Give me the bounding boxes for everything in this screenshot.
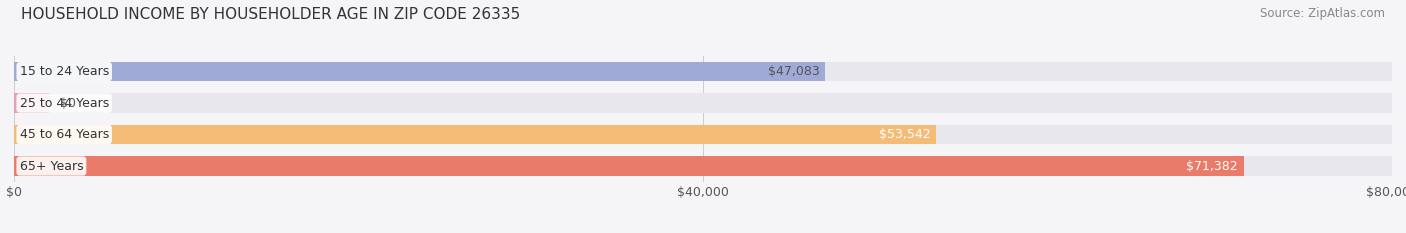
Text: Source: ZipAtlas.com: Source: ZipAtlas.com <box>1260 7 1385 20</box>
Text: $53,542: $53,542 <box>879 128 931 141</box>
Text: 45 to 64 Years: 45 to 64 Years <box>20 128 108 141</box>
Text: HOUSEHOLD INCOME BY HOUSEHOLDER AGE IN ZIP CODE 26335: HOUSEHOLD INCOME BY HOUSEHOLDER AGE IN Z… <box>21 7 520 22</box>
Text: $47,083: $47,083 <box>768 65 820 78</box>
Bar <box>14 93 48 113</box>
Bar <box>14 156 1392 176</box>
Text: 65+ Years: 65+ Years <box>20 160 83 172</box>
Text: 25 to 44 Years: 25 to 44 Years <box>20 97 108 110</box>
Bar <box>14 125 936 144</box>
Bar <box>14 93 1392 113</box>
Text: $71,382: $71,382 <box>1187 160 1239 172</box>
Text: 15 to 24 Years: 15 to 24 Years <box>20 65 108 78</box>
Bar <box>14 156 1243 176</box>
Bar <box>14 62 1392 81</box>
Bar <box>14 125 1392 144</box>
Bar <box>14 62 825 81</box>
Text: $0: $0 <box>59 97 76 110</box>
